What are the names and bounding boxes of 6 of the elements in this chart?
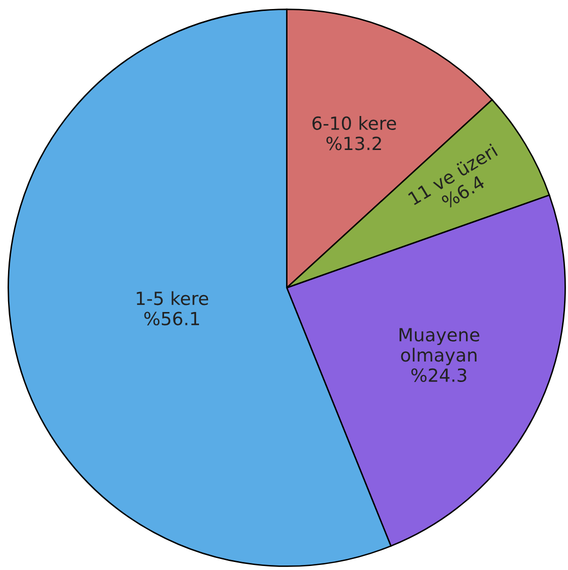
data-label: %56.1	[144, 312, 199, 326]
slice-label: 1-5 kere	[136, 291, 208, 306]
data-label: %13.2	[326, 136, 381, 150]
slice-label: Muayene olmayan	[400, 328, 480, 366]
data-label: %24.3	[411, 368, 466, 382]
slice-label: 6-10 kere	[312, 116, 396, 130]
